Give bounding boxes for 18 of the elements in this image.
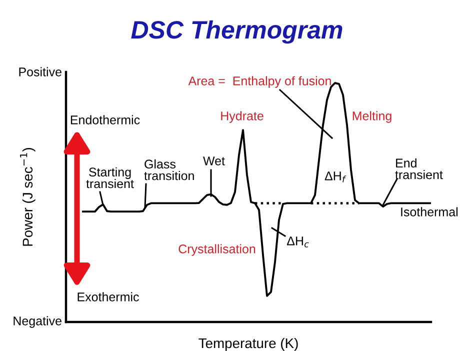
annotation: End transient	[395, 158, 443, 180]
text: Negative	[14, 316, 62, 328]
annotation: Exothermic	[78, 292, 139, 302]
annotation: Wet	[203, 156, 225, 166]
annotation: Glass transition	[144, 159, 194, 180]
annotation: Area = Enthalpy of fusion	[188, 76, 331, 88]
annotation: Starting transient	[86, 167, 134, 188]
chart-title: DSC Thermogram	[131, 20, 342, 44]
annotation: Hydrate	[221, 111, 264, 123]
annotation: Isothermal	[401, 207, 458, 216]
y-axis-title: Power (J sec$^{−1}$)	[20, 148, 36, 246]
annotation: Melting	[352, 111, 392, 123]
annotation: ΔH$_{c}$	[287, 236, 309, 248]
annotation: Crystallisation	[178, 244, 256, 256]
text: Positive	[19, 67, 62, 76]
annotation: ΔH$_{f}$	[324, 172, 346, 182]
annotation: Endothermic	[70, 115, 140, 124]
x-axis-title: Temperature (K)	[198, 338, 298, 351]
